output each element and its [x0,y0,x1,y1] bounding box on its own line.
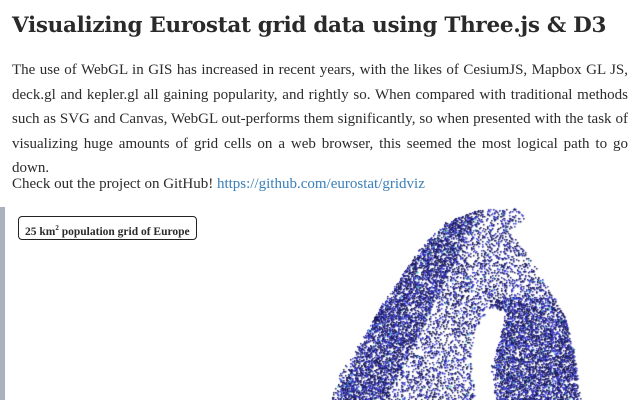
intro-paragraph: The use of WebGL in GIS has increased in… [12,62,628,176]
github-link[interactable]: https://github.com/eurostat/gridviz [216,176,425,192]
map-left-border [0,207,5,400]
github-line: Check out the project on GitHub! https:/… [12,172,628,196]
label-suffix: population grid of Europe [58,225,190,238]
label-prefix: 25 km [25,225,56,238]
page-title: Visualizing Eurostat grid data using Thr… [12,13,607,38]
github-prefix: Check out the project on GitHub! [12,176,217,192]
map-title-label: 25 km2 population grid of Europe [18,216,197,240]
label-sup: 2 [55,224,59,232]
